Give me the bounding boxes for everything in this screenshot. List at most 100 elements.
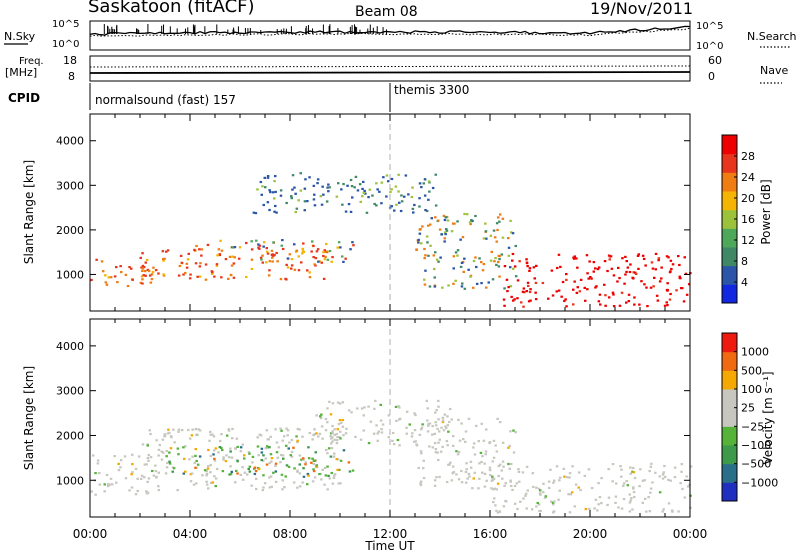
velocity-echo-mark [507, 462, 510, 466]
nave-label: Nave [760, 64, 788, 77]
power-echo-mark [314, 257, 318, 260]
power-echo-mark [682, 300, 686, 303]
velocity-echo-mark [448, 407, 452, 411]
velocity-echo-mark [239, 450, 243, 453]
power-echo-mark [350, 185, 354, 188]
power-echo-mark [295, 207, 299, 210]
power-echo-mark [139, 281, 143, 284]
power-echo-mark [669, 270, 672, 273]
velocity-echo-mark [296, 486, 299, 489]
power-echo-mark [115, 266, 118, 269]
velocity-echo-mark [268, 476, 271, 479]
velocity-echo-mark [315, 465, 318, 468]
velocity-echo-mark [231, 427, 234, 431]
power-echo-mark [308, 176, 311, 179]
velocity-echo-mark [510, 462, 513, 466]
power-echo-mark [188, 277, 192, 280]
velocity-echo-mark [472, 446, 475, 449]
velocity-echo-mark [547, 480, 551, 483]
velocity-echo-mark [669, 479, 672, 482]
velocity-echo-mark [469, 466, 473, 469]
power-echo-mark [669, 292, 672, 296]
velocity-echo-mark [329, 442, 333, 445]
velocity-echo-mark [262, 459, 265, 462]
velocity-echo-mark [331, 440, 334, 443]
velocity-echo-mark [157, 489, 161, 492]
power-echo-mark [441, 286, 444, 289]
power-echo-mark [509, 266, 512, 269]
velocity-echo-mark [190, 434, 194, 437]
velocity-echo-mark [574, 483, 578, 486]
velocity-echo-mark [391, 439, 394, 442]
velocity-echo-mark [438, 430, 441, 433]
velocity-echo-mark [325, 448, 328, 452]
power-echo-mark [266, 252, 270, 255]
velocity-echo-mark [195, 482, 198, 485]
velocity-echo-mark [206, 465, 210, 468]
velocity-echo-mark [287, 447, 290, 450]
velocity-echo-mark [256, 445, 260, 448]
power-echo-mark [576, 286, 579, 289]
power-echo-mark [461, 282, 464, 285]
velocity-echo-mark [264, 447, 268, 450]
power-colorbar-tick-label: 28 [741, 150, 755, 163]
power-echo-mark [327, 190, 330, 193]
velocity-echo-mark [631, 466, 635, 470]
power-echo-mark [144, 274, 147, 277]
velocity-echo-mark [451, 465, 455, 468]
power-echo-mark [154, 269, 158, 272]
x-tick-label: 04:00 [173, 527, 208, 541]
power-echo-mark [116, 281, 119, 284]
power-echo-mark [452, 282, 455, 285]
noise-panel: N.Sky 10^5 10^0 10^5 10^0 N.Search [4, 19, 797, 52]
power-echo-mark [288, 253, 292, 256]
velocity-echo-mark [222, 456, 225, 459]
velocity-echo-mark [398, 406, 401, 409]
velocity-echo-mark [141, 443, 145, 446]
velocity-echo-mark [124, 477, 128, 480]
velocity-echo-mark [209, 454, 212, 458]
velocity-echo-mark [154, 464, 157, 467]
velocity-echo-mark [420, 452, 423, 455]
velocity-echo-mark [146, 480, 149, 483]
velocity-echo-mark [172, 428, 175, 431]
power-echo-mark [603, 283, 606, 286]
velocity-echo-mark [157, 485, 160, 488]
power-echo-mark [274, 204, 277, 208]
velocity-echo-mark [190, 472, 194, 475]
velocity-echo-mark [241, 443, 244, 446]
velocity-echo-mark [638, 485, 641, 488]
power-echo-mark [147, 269, 151, 273]
power-echo-mark [340, 188, 343, 191]
velocity-panel: 1000 2000 3000 4000 Slant Range [km] 1000 50… [22, 318, 778, 518]
power-echo-mark [210, 272, 214, 275]
velocity-echo-mark [418, 433, 422, 436]
x-tick-label: 00:00 [673, 527, 708, 541]
velocity-echo-mark [495, 509, 498, 512]
velocity-echo-mark [531, 472, 535, 475]
velocity-echo-mark [205, 480, 208, 483]
power-echo-mark [551, 294, 555, 297]
velocity-echo-mark [513, 502, 517, 505]
velocity-echo-mark [209, 464, 212, 467]
power-echo-mark [315, 250, 319, 253]
velocity-echo-mark [345, 427, 348, 430]
power-echo-mark [270, 249, 274, 252]
velocity-echo-mark [248, 452, 251, 455]
velocity-echo-mark [333, 428, 336, 431]
power-echo-mark [650, 261, 654, 264]
power-echo-mark [437, 260, 440, 263]
velocity-echo-mark [318, 473, 321, 476]
velocity-echo-mark [680, 463, 684, 466]
velocity-echo-mark [397, 405, 400, 408]
power-echo-mark [237, 257, 241, 260]
power-echo-mark [328, 186, 331, 189]
power-echo-mark [660, 266, 663, 269]
power-echo-mark [198, 265, 202, 268]
velocity-echo-mark [464, 440, 467, 443]
velocity-echo-mark [284, 475, 287, 478]
velocity-echo-mark [155, 439, 158, 442]
velocity-echo-mark [622, 484, 625, 487]
velocity-echo-mark [107, 485, 110, 488]
velocity-echo-mark [405, 426, 408, 429]
